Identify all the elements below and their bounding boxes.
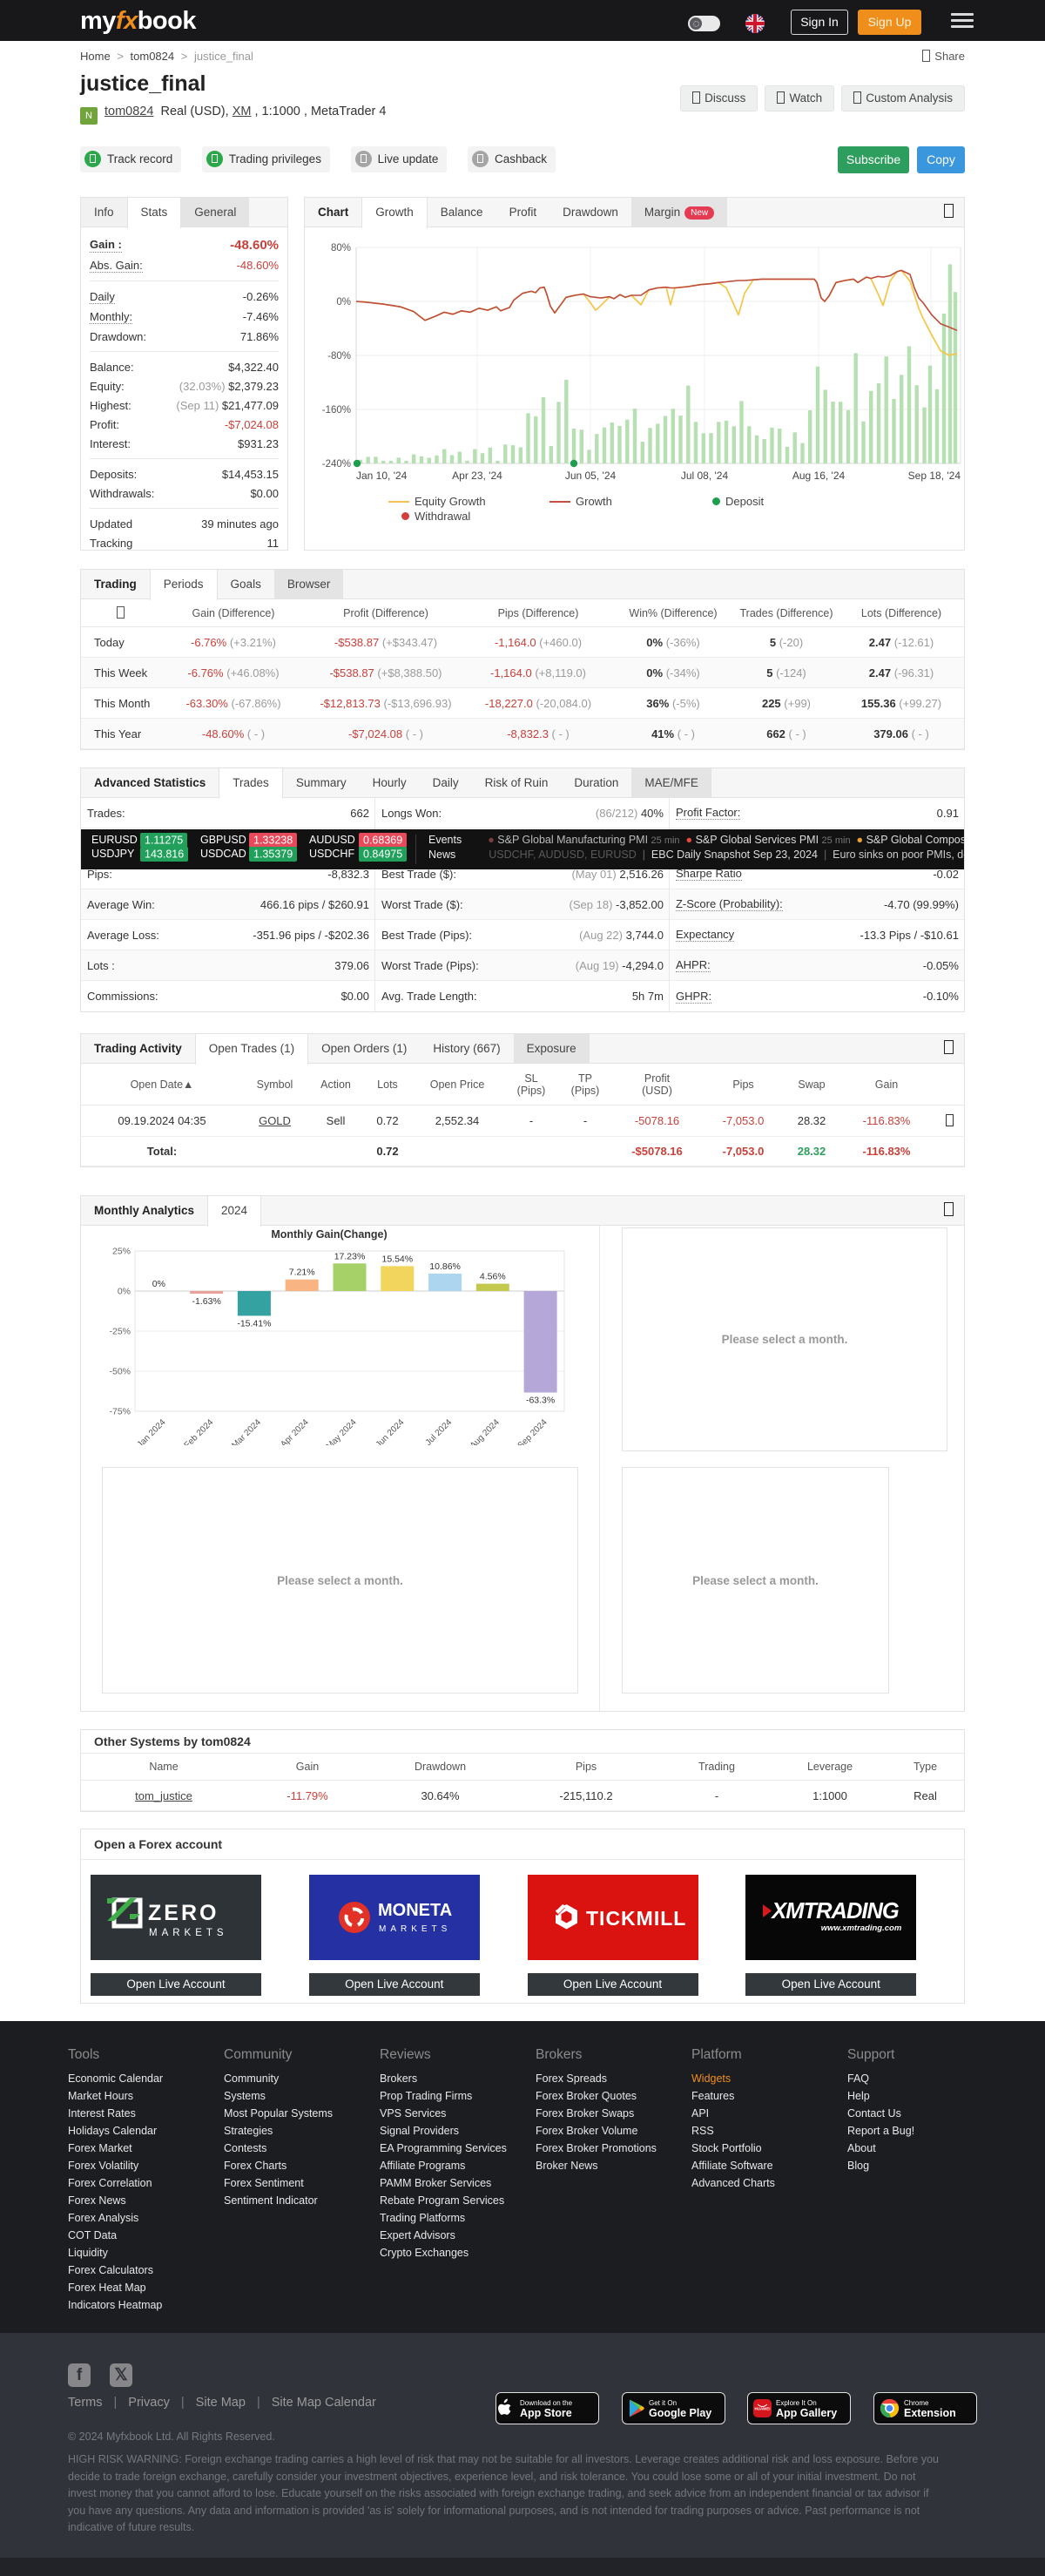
- svg-text:17.23%: 17.23%: [334, 1251, 366, 1261]
- svg-text:Sep 2024: Sep 2024: [516, 1417, 549, 1445]
- svg-text:HUAWEI: HUAWEI: [755, 2407, 771, 2411]
- svg-text:-63.3%: -63.3%: [526, 1396, 555, 1406]
- svg-text:App Store: App Store: [520, 2407, 572, 2419]
- svg-text:-50%: -50%: [109, 1367, 131, 1377]
- svg-text:TICKMILL: TICKMILL: [586, 1907, 686, 1930]
- svg-text:ZERO: ZERO: [148, 1901, 219, 1925]
- svg-text:-80%: -80%: [327, 351, 351, 362]
- svg-text:XMTRADING: XMTRADING: [771, 1899, 900, 1924]
- svg-text:-75%: -75%: [109, 1407, 131, 1417]
- svg-text:0%: 0%: [118, 1287, 131, 1297]
- svg-text:Google Play: Google Play: [649, 2407, 711, 2419]
- svg-text:0%: 0%: [152, 1279, 165, 1289]
- svg-text:www.xmtrading.com: www.xmtrading.com: [821, 1924, 902, 1933]
- svg-text:Aug 2024: Aug 2024: [469, 1417, 502, 1445]
- svg-text:Jan 2024: Jan 2024: [136, 1417, 168, 1445]
- svg-text:App Gallery: App Gallery: [776, 2407, 837, 2419]
- svg-text:Extension: Extension: [904, 2407, 956, 2419]
- svg-text:Jul 08, '24: Jul 08, '24: [681, 470, 729, 482]
- svg-text:Sep 18, '24: Sep 18, '24: [908, 470, 961, 482]
- svg-text:-1.63%: -1.63%: [192, 1296, 221, 1307]
- svg-text:Chrome: Chrome: [904, 2399, 929, 2407]
- svg-text:Aug 16, '24: Aug 16, '24: [792, 470, 846, 482]
- svg-text:MONETA: MONETA: [378, 1901, 452, 1920]
- svg-text:Jun 2024: Jun 2024: [374, 1417, 407, 1445]
- svg-text:80%: 80%: [331, 243, 351, 254]
- svg-text:Explore It On: Explore It On: [776, 2399, 817, 2407]
- svg-text:7.21%: 7.21%: [289, 1268, 315, 1278]
- svg-text:-240%: -240%: [322, 459, 351, 470]
- svg-text:-15.41%: -15.41%: [237, 1318, 271, 1329]
- svg-text:10.86%: 10.86%: [429, 1261, 461, 1272]
- svg-text:Get it On: Get it On: [649, 2399, 677, 2407]
- svg-text:25%: 25%: [112, 1247, 131, 1257]
- svg-text:4.56%: 4.56%: [480, 1272, 506, 1282]
- svg-text:-25%: -25%: [109, 1327, 131, 1337]
- svg-text:-160%: -160%: [322, 405, 351, 416]
- svg-text:Download on the: Download on the: [520, 2399, 573, 2407]
- svg-text:0%: 0%: [336, 297, 351, 308]
- svg-text:May 2024: May 2024: [325, 1417, 359, 1445]
- svg-text:Jan 10, '24: Jan 10, '24: [356, 470, 408, 482]
- svg-text:Mar 2024: Mar 2024: [230, 1417, 263, 1445]
- svg-text:Apr 2024: Apr 2024: [279, 1417, 311, 1445]
- svg-text:Apr 23, '24: Apr 23, '24: [452, 470, 502, 482]
- svg-text:Jun 05, '24: Jun 05, '24: [565, 470, 617, 482]
- svg-text:Feb 2024: Feb 2024: [183, 1417, 216, 1445]
- svg-text:15.54%: 15.54%: [381, 1254, 413, 1264]
- svg-text:Jul 2024: Jul 2024: [424, 1417, 455, 1445]
- svg-text:Monthly Gain(Change): Monthly Gain(Change): [271, 1228, 387, 1241]
- svg-text:MARKETS: MARKETS: [379, 1924, 451, 1934]
- svg-text:MARKETS: MARKETS: [149, 1928, 228, 1938]
